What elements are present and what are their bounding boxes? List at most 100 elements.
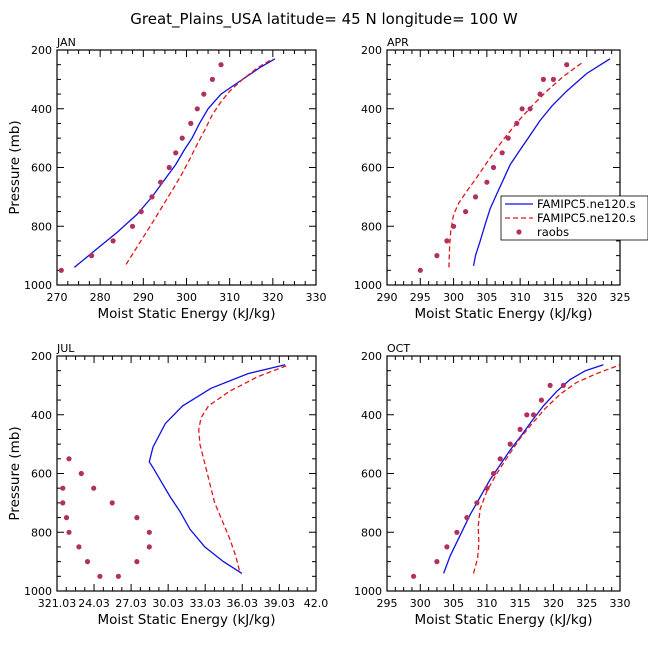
raobs-point [134,559,140,565]
data-group-apr [417,58,611,273]
series-line-dashed-apr [448,61,584,268]
x-tick-label: 295 [377,597,398,610]
raobs-point [472,194,479,200]
x-tick-label: 290 [133,291,154,304]
x-tick-label: 315 [510,597,531,610]
raobs-point [451,223,457,229]
raobs-point [411,573,417,579]
raobs-point [129,223,136,229]
raobs-point [60,485,66,491]
raobs-point [517,426,523,432]
x-tick-label: 305 [476,291,497,304]
raobs-point [109,500,115,506]
y-tick-label: 800 [31,220,52,233]
x-tick-label: 270 [47,291,68,304]
x-tick-label: 330 [306,291,327,304]
y-tick-label: 1000 [24,279,52,292]
raobs-point [444,238,450,244]
panels-group: JAN 270 280 290 300 310 320 330 200 400 600 800 1000… [7,36,648,628]
x-axis-title-oct: Moist Static Energy (kJ/kg) [415,612,593,628]
raobs-point [218,62,224,68]
y-tick-label: 200 [31,44,52,57]
raobs-point [60,500,66,506]
x-tick-label: 290 [377,291,398,304]
plot-frame-jul [56,355,317,592]
series-line-solid-oct [442,364,604,574]
x-tick-label: 330 [610,597,631,610]
series-line-solid-jul [148,364,286,574]
x-tick-label: 325 [610,291,631,304]
y-tick-label: 200 [361,44,382,57]
x-tick-label: 321.03 [38,597,77,610]
raobs-point [484,179,490,185]
raobs-point [564,62,570,68]
raobs-point [63,515,70,521]
raobs-point [138,209,144,215]
raobs-point [179,135,185,141]
y-tick-label: 200 [361,350,382,363]
x-axis-title-jul: Moist Static Energy (kJ/kg) [98,612,276,628]
x-tick-label: 325 [576,597,597,610]
plot-frame-oct [386,355,621,592]
raobs-point [527,106,533,112]
raobs-point [417,267,423,273]
raobs-point [166,164,172,171]
raobs-point [188,120,194,126]
raobs-point [514,120,520,126]
x-axis-title-jan: Moist Static Energy (kJ/kg) [98,306,276,322]
raobs-point [88,253,95,259]
x-tick-label: 320 [262,291,283,304]
legend-label-1: FAMIPC5.ne120.s [537,211,636,225]
series-line-solid-jan [73,58,276,268]
raobs-point [507,441,513,447]
raobs-point [66,529,72,535]
raobs-point [454,529,460,535]
raobs-point [530,412,537,418]
raobs-point [484,485,490,491]
raobs-point [434,253,440,259]
raobs-point [540,76,547,82]
raobs-point [66,456,72,462]
raobs-point [149,194,155,200]
x-tick-label: 320 [576,291,597,304]
raobs-point [146,544,152,550]
raobs-point [519,106,525,112]
raobs-point [110,238,116,244]
y-tick-label: 400 [31,103,52,116]
y-tick-label: 600 [31,162,52,175]
figure-title: Great_Plains_USA latitude= 45 N longitud… [130,10,518,29]
raobs-point [434,559,440,565]
series-line-dashed-jan [125,58,274,265]
raobs-point [173,150,179,156]
panel-oct: OCT 295 300 305 310 315 320 325 330 200 400 600 800 1… [354,342,631,628]
x-tick-label: 280 [90,291,111,304]
raobs-point [115,573,121,579]
y-tick-label: 1000 [24,585,52,598]
panel-label-oct: OCT [387,342,410,355]
raobs-point [537,91,543,97]
legend-marker-raobs [516,229,522,235]
series-line-dashed-jul [198,364,290,571]
raobs-point [505,135,511,141]
raobs-point [560,382,567,388]
plot-frame-apr [386,49,621,286]
raobs-point [499,150,505,156]
panel-label-jul: JUL [56,342,75,355]
y-tick-label: 1000 [354,585,382,598]
data-group-oct [411,364,620,579]
y-axis-title-jul: Pressure (mb) [7,426,23,520]
x-tick-label: 295 [410,291,431,304]
x-tick-label: 42.0 [304,597,329,610]
y-tick-label: 400 [31,409,52,422]
raobs-point [209,76,215,82]
x-tick-label: 320 [543,597,564,610]
panel-apr: APR 290 295 300 305 310 315 320 325 200 400 600 800 1… [354,36,631,322]
x-tick-label: 300 [410,597,431,610]
raobs-point [76,544,82,550]
x-tick-label: 39.03 [264,597,296,610]
x-tick-label: 300 [443,291,464,304]
raobs-point [464,515,470,521]
x-tick-label: 30.03 [152,597,184,610]
